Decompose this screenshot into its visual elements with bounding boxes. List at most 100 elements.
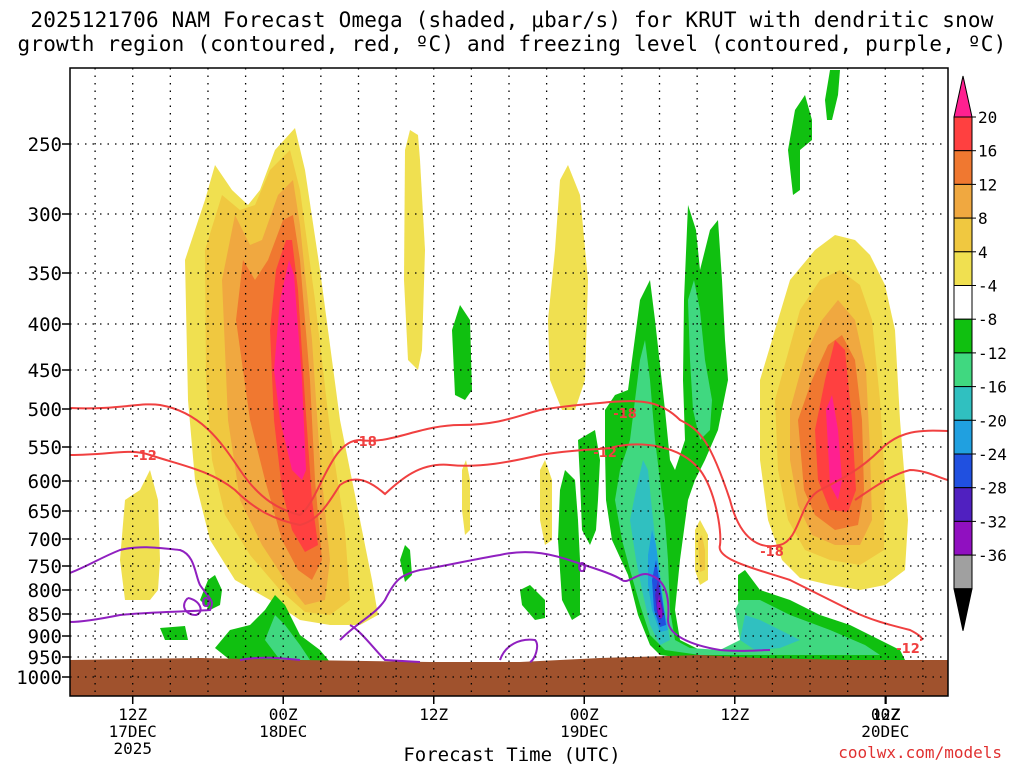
contour-label-5: -12 [896,642,920,657]
x-tick-label-1-0: 00Z [269,705,298,724]
colorbar-label-4: 4 [978,243,988,262]
y-tick-label-250: 250 [28,134,62,156]
x-tick-label-3-0: 00Z [570,705,599,724]
colorbar-label-7: -12 [978,344,1007,363]
omega-region-30 [688,280,712,440]
colorbar-label-1: 16 [978,142,997,161]
colorbar-segment-3 [953,183,973,219]
x-axis-label: Forecast Time (UTC) [403,744,621,766]
colorbar-segment-11 [953,453,973,489]
colorbar-label-0: 20 [978,108,997,127]
colorbar-segment-6 [953,285,973,320]
omega-region-20 [265,615,310,660]
y-tick-label-850: 850 [28,604,62,626]
omega-region-28 [605,205,905,660]
omega-region-21 [200,575,222,610]
dgz-contour-0 [70,400,948,548]
y-tick-label-950: 950 [28,647,62,669]
colorbar-segment-5 [953,251,973,287]
y-tick-label-450: 450 [28,360,62,382]
y-tick-label-750: 750 [28,556,62,578]
contour-label-6: 0 [577,561,586,576]
contours: -12 -18 -12 -18 -18 -12 0 0 [70,400,948,663]
omega-shading [70,70,948,696]
omega-region-18 [698,535,705,572]
y-tick-label-600: 600 [28,471,62,493]
omega-region-36 [657,595,662,618]
freezing-contour-4 [499,638,539,663]
colorbar-segment-9 [953,386,973,421]
colorbar-segment-10 [953,419,973,455]
x-tick-label-0-0: 12Z [118,705,147,724]
y-tick-label-400: 400 [28,314,62,336]
omega-region-23 [452,305,472,400]
y-tick-label-550: 550 [28,437,62,459]
y-tick-label-300: 300 [28,204,62,226]
x-tick-label-5-0: 00Z [871,705,900,724]
colorbar-label-3: 8 [978,209,988,228]
y-tick-label-700: 700 [28,529,62,551]
colorbar: 20 16 12 8 4 -4 -8 -12 -16 -20 -24 -28 -32 -36 [953,75,1007,631]
contour-label-2: -12 [593,446,617,461]
colorbar-segment-4 [953,217,973,253]
colorbar-bottom-arrow [953,588,973,631]
dgz-contour-1 [70,443,923,641]
colorbar-segment-12 [953,487,973,522]
contour-label-3: -18 [613,407,637,422]
axes: 2503003504004505005506006507007508008509… [16,67,949,758]
colorbar-segment-1 [953,116,973,152]
contour-label-4: -18 [760,545,784,560]
freezing-contour-0 [70,546,213,623]
omega-region-14 [120,470,160,600]
omega-region-22 [160,626,188,640]
omega-region-25 [520,585,545,620]
colorbar-segment-13 [953,520,973,556]
colorbar-label-2: 12 [978,175,997,194]
colorbar-segment-8 [953,352,973,388]
y-tick-label-350: 350 [28,263,62,285]
x-tick-label-0-1: 17DEC [109,722,157,741]
omega-region-29 [615,340,880,655]
colorbar-label-6: -8 [978,310,997,329]
plot-frame [69,67,949,697]
y-tick-label-500: 500 [28,399,62,421]
colorbar-label-11: -28 [978,479,1007,498]
colorbar-segment-7 [953,318,973,354]
x-tick-label-5-1: 20DEC [861,722,909,741]
y-tick-label-1000: 1000 [16,667,62,689]
freezing-contour-5 [239,656,301,661]
title-line-2: growth region (contoured, red, ºC) and f… [17,32,1007,56]
colorbar-label-13: -36 [978,546,1007,565]
omega-region-5 [274,260,306,480]
x-tick-label-3-1: 19DEC [560,722,608,741]
title-line-1: 2025121706 NAM Forecast Omega (shaded, μ… [30,8,994,32]
omega-region-12 [404,130,425,370]
omega-region-16 [462,460,470,535]
freezing-contour-2 [339,551,771,652]
x-tick-label-6-0: 12Z [872,705,901,724]
colorbar-label-10: -24 [978,445,1007,464]
colorbar-label-9: -20 [978,411,1007,430]
colorbar-segment-14 [953,554,973,590]
x-tick-label-4-0: 12Z [720,705,749,724]
contour-label-7: 0 [201,596,210,611]
x-tick-label-0-2: 2025 [113,739,152,758]
contour-label-0: -12 [133,449,157,464]
omega-region-38 [825,70,840,120]
chart-title: 2025121706 NAM Forecast Omega (shaded, μ… [0,8,1024,56]
colorbar-top-arrow [953,75,973,118]
credit-text: coolwx.com/models [838,743,1002,762]
contour-label-1: -18 [353,435,377,450]
x-tick-label-2-0: 12Z [419,705,448,724]
omega-region-15 [540,460,552,545]
y-tick-label-650: 650 [28,501,62,523]
freezing-contour-3 [349,624,421,663]
omega-region-13 [548,165,588,410]
dgz-contour-2 [854,468,948,501]
x-tick-label-1-1: 18DEC [259,722,307,741]
colorbar-label-5: -4 [978,277,997,296]
omega-region-26 [558,470,580,620]
colorbar-segment-2 [953,150,973,185]
omega-region-27 [578,430,600,545]
